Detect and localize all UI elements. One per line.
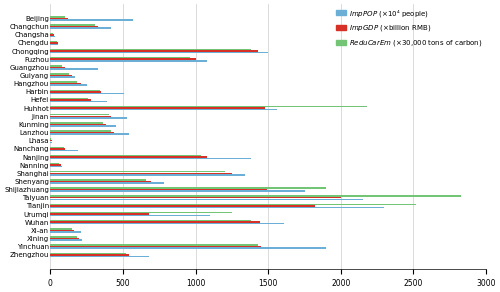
Bar bbox=[50, 83, 81, 84]
Bar bbox=[50, 238, 80, 239]
Bar bbox=[50, 68, 98, 70]
Bar bbox=[50, 138, 51, 140]
Bar bbox=[50, 122, 102, 124]
Bar bbox=[50, 76, 75, 78]
Bar bbox=[50, 130, 112, 132]
Bar bbox=[50, 140, 51, 141]
Bar bbox=[50, 189, 267, 190]
Bar bbox=[50, 199, 362, 200]
Bar bbox=[50, 247, 326, 249]
Bar bbox=[50, 107, 266, 109]
Bar bbox=[50, 164, 60, 166]
Bar bbox=[50, 73, 70, 75]
Bar bbox=[50, 101, 107, 102]
Bar bbox=[50, 171, 224, 173]
Bar bbox=[50, 75, 72, 76]
Bar bbox=[50, 50, 258, 52]
Bar bbox=[50, 132, 114, 133]
Bar bbox=[50, 42, 58, 44]
Bar bbox=[50, 81, 76, 83]
Bar bbox=[50, 163, 59, 164]
Bar bbox=[50, 236, 78, 238]
Bar bbox=[50, 114, 108, 115]
Bar bbox=[50, 254, 129, 256]
Bar bbox=[50, 90, 100, 91]
Bar bbox=[50, 253, 126, 254]
Bar bbox=[50, 195, 462, 197]
Bar bbox=[50, 93, 124, 94]
Bar bbox=[50, 244, 258, 246]
Bar bbox=[50, 212, 232, 213]
Bar bbox=[50, 228, 72, 230]
Bar bbox=[50, 223, 284, 225]
Bar bbox=[50, 205, 314, 207]
Bar bbox=[50, 41, 57, 42]
Bar bbox=[50, 98, 88, 99]
Bar bbox=[50, 150, 78, 151]
Bar bbox=[50, 239, 82, 241]
Bar bbox=[50, 155, 202, 156]
Bar bbox=[50, 18, 68, 19]
Bar bbox=[50, 174, 245, 175]
Bar bbox=[50, 19, 133, 21]
Bar bbox=[50, 207, 384, 208]
Bar bbox=[50, 231, 81, 233]
Bar bbox=[50, 44, 58, 45]
Bar bbox=[50, 204, 416, 205]
Bar bbox=[50, 190, 304, 192]
Bar bbox=[50, 116, 112, 117]
Bar bbox=[50, 58, 196, 60]
Bar bbox=[50, 182, 164, 184]
Bar bbox=[50, 173, 232, 174]
Bar bbox=[50, 52, 268, 53]
Bar bbox=[50, 179, 146, 181]
Bar bbox=[50, 34, 54, 36]
Bar bbox=[50, 125, 116, 127]
Bar bbox=[50, 166, 62, 167]
Bar bbox=[50, 142, 52, 143]
Bar bbox=[50, 221, 260, 223]
Bar bbox=[50, 220, 251, 221]
Bar bbox=[50, 187, 326, 189]
Legend: $\it{ImpPOP}$ (×10⁴ people), $\it{ImpGDP}$ (×billion RMB), $\it{ReduCarEm}$ (×30: $\it{ImpPOP}$ (×10⁴ people), $\it{ImpGDP… bbox=[336, 8, 482, 48]
Bar bbox=[50, 67, 65, 68]
Bar bbox=[50, 91, 102, 93]
Bar bbox=[50, 36, 55, 37]
Bar bbox=[50, 156, 207, 158]
Bar bbox=[50, 99, 91, 101]
Bar bbox=[50, 16, 65, 18]
Bar bbox=[50, 230, 74, 231]
Bar bbox=[50, 147, 64, 148]
Bar bbox=[50, 133, 129, 135]
Bar bbox=[50, 106, 367, 107]
Bar bbox=[50, 246, 261, 247]
Bar bbox=[50, 84, 86, 86]
Bar bbox=[50, 256, 149, 257]
Bar bbox=[50, 124, 106, 125]
Bar bbox=[50, 158, 251, 159]
Bar bbox=[50, 26, 98, 27]
Bar bbox=[50, 65, 62, 67]
Bar bbox=[50, 117, 128, 119]
Bar bbox=[50, 215, 210, 216]
Bar bbox=[50, 213, 149, 215]
Bar bbox=[50, 60, 207, 62]
Bar bbox=[50, 148, 65, 150]
Bar bbox=[50, 49, 251, 50]
Bar bbox=[50, 32, 53, 34]
Bar bbox=[50, 197, 341, 199]
Bar bbox=[50, 24, 96, 26]
Bar bbox=[50, 181, 150, 182]
Bar bbox=[50, 109, 277, 110]
Bar bbox=[50, 57, 190, 58]
Bar bbox=[50, 27, 112, 29]
